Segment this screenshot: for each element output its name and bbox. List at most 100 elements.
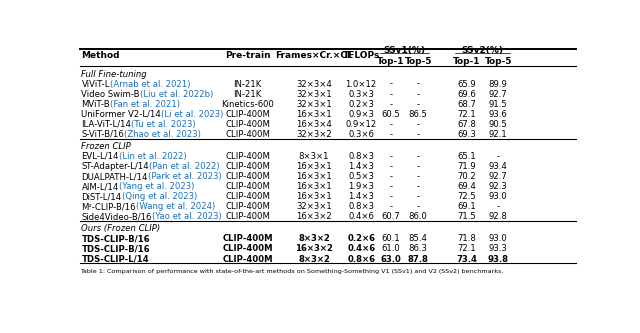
Text: 93.6: 93.6 [489,110,508,119]
Text: 71.8: 71.8 [457,234,476,243]
Text: M²-CLIP-B/16: M²-CLIP-B/16 [81,202,136,211]
Text: 92.8: 92.8 [489,212,508,221]
Text: (Tu et al. 2023): (Tu et al. 2023) [131,120,196,129]
Text: CLIP-400M: CLIP-400M [222,254,273,263]
Text: IN-21K: IN-21K [234,90,262,99]
Text: (Arnab et al. 2021): (Arnab et al. 2021) [110,80,191,89]
Text: Frames×Cr.×Cl.: Frames×Cr.×Cl. [275,51,353,60]
Text: (Zhao et al. 2023): (Zhao et al. 2023) [124,130,201,139]
Text: (Qing et al. 2023): (Qing et al. 2023) [122,192,197,201]
Text: S-ViT-B/16: S-ViT-B/16 [81,130,124,139]
Text: TDS-CLIP-B/16: TDS-CLIP-B/16 [81,244,150,253]
Text: 93.3: 93.3 [489,244,508,253]
Text: 0.8×3: 0.8×3 [348,152,374,161]
Text: -: - [417,192,420,201]
Text: Top-1: Top-1 [452,57,480,66]
Text: -: - [417,80,420,89]
Text: Table 1: Comparison of performance with state-of-the-art methods on Something-So: Table 1: Comparison of performance with … [80,269,504,274]
Text: 89.9: 89.9 [489,80,508,89]
Text: 86.3: 86.3 [409,244,428,253]
Text: CLIP-400M: CLIP-400M [225,172,270,181]
Text: CLIP-400M: CLIP-400M [225,152,270,161]
Text: 92.1: 92.1 [489,130,508,139]
Text: ViViT-L: ViViT-L [81,80,110,89]
Text: 72.1: 72.1 [457,244,476,253]
Text: CLIP-400M: CLIP-400M [225,110,270,119]
Text: Frozen CLIP: Frozen CLIP [81,142,131,151]
Text: 16×3×2: 16×3×2 [296,212,332,221]
Text: 92.7: 92.7 [489,90,508,99]
Text: Kinetics-600: Kinetics-600 [221,100,274,109]
Text: 91.5: 91.5 [489,100,508,109]
Text: (Yao et al. 2023): (Yao et al. 2023) [152,212,221,221]
Text: (Wang et al. 2024): (Wang et al. 2024) [136,202,215,211]
Text: -: - [417,120,420,129]
Text: Full Fine-tuning: Full Fine-tuning [81,70,147,79]
Text: Method: Method [81,51,120,60]
Text: -: - [417,100,420,109]
Text: 60.1: 60.1 [381,234,401,243]
Text: CLIP-400M: CLIP-400M [225,130,270,139]
Text: -: - [389,100,392,109]
Text: 0.4×6: 0.4×6 [347,244,375,253]
Text: CLIP-400M: CLIP-400M [225,212,270,221]
Text: Side4Video-B/16: Side4Video-B/16 [81,212,152,221]
Text: 67.8: 67.8 [457,120,476,129]
Text: 16×3×1: 16×3×1 [296,110,332,119]
Text: TDS-CLIP-L/14: TDS-CLIP-L/14 [81,254,149,263]
Text: ST-Adapter-L/14: ST-Adapter-L/14 [81,162,149,171]
Text: 65.1: 65.1 [457,152,476,161]
Text: -: - [417,162,420,171]
Text: 90.5: 90.5 [489,120,508,129]
Text: 16×3×1: 16×3×1 [296,182,332,191]
Text: SSv1(%): SSv1(%) [383,46,426,56]
Text: 0.3×3: 0.3×3 [348,90,374,99]
Text: Ours (Frozen CLIP): Ours (Frozen CLIP) [81,224,161,233]
Text: -: - [389,192,392,201]
Text: 93.8: 93.8 [488,254,509,263]
Text: 93.0: 93.0 [489,192,508,201]
Text: 61.0: 61.0 [381,244,401,253]
Text: 87.8: 87.8 [408,254,429,263]
Text: 71.5: 71.5 [457,212,476,221]
Text: 0.9×12: 0.9×12 [346,120,377,129]
Text: CLIP-400M: CLIP-400M [222,234,273,243]
Text: 1.4×3: 1.4×3 [348,192,374,201]
Text: -: - [417,202,420,211]
Text: CLIP-400M: CLIP-400M [222,244,273,253]
Text: 92.7: 92.7 [489,172,508,181]
Text: Pre-train: Pre-train [225,51,271,60]
Text: 60.7: 60.7 [381,212,401,221]
Text: -: - [389,162,392,171]
Text: 16×3×2: 16×3×2 [295,244,333,253]
Text: CLIP-400M: CLIP-400M [225,162,270,171]
Text: AIM-L/14: AIM-L/14 [81,182,119,191]
Text: Top-1: Top-1 [377,57,404,66]
Text: 86.5: 86.5 [409,110,428,119]
Text: 32×3×1: 32×3×1 [296,202,332,211]
Text: (Liu et al. 2022b): (Liu et al. 2022b) [140,90,213,99]
Text: 0.3×6: 0.3×6 [348,130,374,139]
Text: CLIP-400M: CLIP-400M [225,192,270,201]
Text: 92.3: 92.3 [489,182,508,191]
Text: 65.9: 65.9 [457,80,476,89]
Text: 16×3×1: 16×3×1 [296,192,332,201]
Text: Top-5: Top-5 [404,57,432,66]
Text: -: - [389,120,392,129]
Text: (Lin et al. 2022): (Lin et al. 2022) [119,152,187,161]
Text: 0.9×3: 0.9×3 [348,110,374,119]
Text: 0.2×3: 0.2×3 [348,100,374,109]
Text: 60.5: 60.5 [381,110,401,119]
Text: -: - [417,182,420,191]
Text: 32×3×2: 32×3×2 [296,130,332,139]
Text: (Fan et al. 2021): (Fan et al. 2021) [110,100,180,109]
Text: 1.9×3: 1.9×3 [348,182,374,191]
Text: 0.5×3: 0.5×3 [348,172,374,181]
Text: 0.2×6: 0.2×6 [348,234,375,243]
Text: TDS-CLIP-B/16: TDS-CLIP-B/16 [81,234,150,243]
Text: 86.0: 86.0 [409,212,428,221]
Text: -: - [417,152,420,161]
Text: TFLOPs: TFLOPs [342,51,380,60]
Text: 72.5: 72.5 [457,192,476,201]
Text: DiST-L/14: DiST-L/14 [81,192,122,201]
